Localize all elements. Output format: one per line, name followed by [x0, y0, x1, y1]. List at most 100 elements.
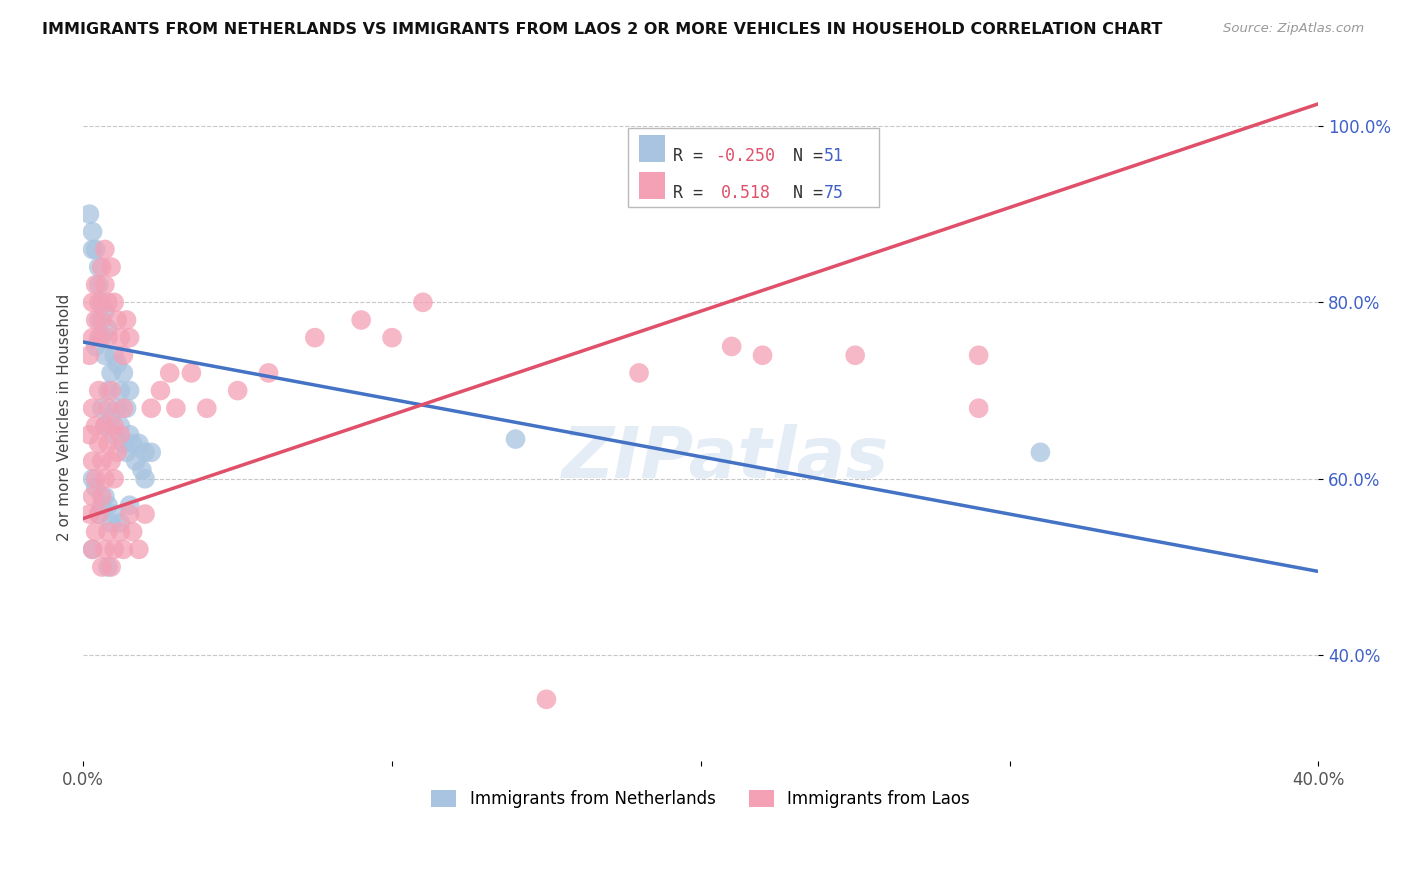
- Point: [105, 401, 128, 416]
- Point: [536, 692, 558, 706]
- Point: [121, 436, 143, 450]
- Point: [110, 331, 132, 345]
- Point: [90, 260, 112, 274]
- Point: [103, 472, 125, 486]
- Text: R =: R =: [673, 147, 713, 165]
- Text: R =: R =: [673, 185, 723, 202]
- Point: [87, 507, 110, 521]
- Point: [94, 490, 117, 504]
- Point: [82, 542, 104, 557]
- Point: [381, 331, 404, 345]
- Legend: Immigrants from Netherlands, Immigrants from Laos: Immigrants from Netherlands, Immigrants …: [425, 783, 977, 814]
- Point: [134, 507, 156, 521]
- Point: [84, 418, 107, 433]
- Point: [82, 243, 104, 257]
- Point: [103, 507, 125, 521]
- Point: [87, 295, 110, 310]
- Point: [94, 277, 117, 292]
- Point: [87, 260, 110, 274]
- Point: [82, 295, 104, 310]
- Point: [97, 384, 120, 398]
- Point: [110, 516, 132, 530]
- Point: [90, 331, 112, 345]
- Point: [751, 348, 773, 362]
- Text: -0.250: -0.250: [716, 147, 775, 165]
- Text: IMMIGRANTS FROM NETHERLANDS VS IMMIGRANTS FROM LAOS 2 OR MORE VEHICLES IN HOUSEH: IMMIGRANTS FROM NETHERLANDS VS IMMIGRANT…: [42, 22, 1163, 37]
- Point: [87, 507, 110, 521]
- Point: [112, 366, 135, 380]
- Point: [97, 524, 120, 539]
- Point: [82, 472, 104, 486]
- Point: [118, 498, 141, 512]
- Text: N =: N =: [773, 185, 832, 202]
- Point: [118, 331, 141, 345]
- Point: [84, 339, 107, 353]
- Point: [94, 418, 117, 433]
- Point: [103, 348, 125, 362]
- Point: [87, 313, 110, 327]
- Point: [97, 560, 120, 574]
- Point: [1029, 445, 1052, 459]
- Point: [90, 490, 112, 504]
- Point: [87, 277, 110, 292]
- Point: [82, 331, 104, 345]
- Point: [79, 507, 101, 521]
- Point: [967, 348, 990, 362]
- Point: [112, 348, 135, 362]
- Text: N =: N =: [773, 147, 832, 165]
- Point: [84, 472, 107, 486]
- Point: [110, 384, 132, 398]
- Point: [105, 313, 128, 327]
- Point: [505, 432, 527, 446]
- Text: 0.518: 0.518: [721, 185, 770, 202]
- Point: [105, 445, 128, 459]
- Point: [112, 436, 135, 450]
- Point: [100, 410, 122, 425]
- Point: [82, 454, 104, 468]
- Point: [97, 401, 120, 416]
- Point: [97, 436, 120, 450]
- Point: [103, 295, 125, 310]
- Point: [100, 366, 122, 380]
- Point: [82, 490, 104, 504]
- Point: [304, 331, 326, 345]
- Point: [115, 401, 138, 416]
- Point: [105, 357, 128, 371]
- Point: [90, 295, 112, 310]
- Point: [82, 542, 104, 557]
- Point: [87, 436, 110, 450]
- Point: [180, 366, 202, 380]
- Point: [103, 542, 125, 557]
- Point: [84, 524, 107, 539]
- Point: [94, 418, 117, 433]
- Point: [103, 427, 125, 442]
- Point: [94, 304, 117, 318]
- Point: [134, 472, 156, 486]
- Point: [131, 463, 153, 477]
- Point: [84, 313, 107, 327]
- Point: [149, 384, 172, 398]
- Point: [110, 524, 132, 539]
- Point: [412, 295, 434, 310]
- Point: [967, 401, 990, 416]
- Text: 75: 75: [824, 185, 844, 202]
- Point: [100, 384, 122, 398]
- Point: [94, 472, 117, 486]
- Point: [159, 366, 181, 380]
- Point: [118, 427, 141, 442]
- Point: [82, 401, 104, 416]
- Point: [141, 401, 163, 416]
- Point: [79, 427, 101, 442]
- Point: [100, 516, 122, 530]
- Point: [118, 507, 141, 521]
- Point: [125, 454, 148, 468]
- Point: [844, 348, 866, 362]
- Point: [94, 243, 117, 257]
- Point: [195, 401, 218, 416]
- Point: [110, 427, 132, 442]
- Point: [100, 260, 122, 274]
- Point: [82, 225, 104, 239]
- Point: [84, 243, 107, 257]
- Point: [118, 384, 141, 398]
- Point: [100, 454, 122, 468]
